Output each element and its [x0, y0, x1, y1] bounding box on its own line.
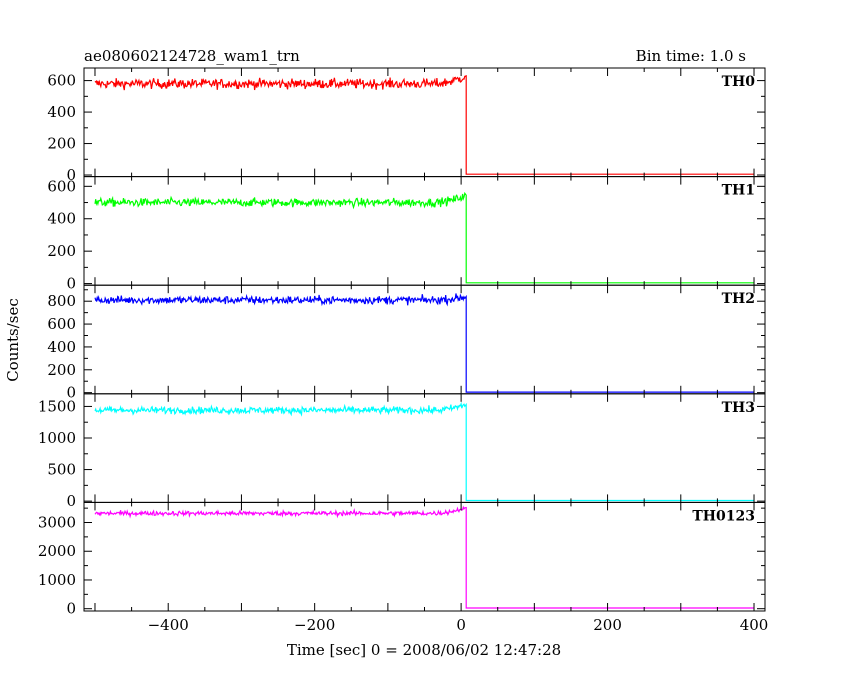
y-tick-label: 200: [47, 361, 76, 379]
series-line-th0: [94, 75, 754, 175]
y-tick-label: 500: [47, 461, 76, 479]
panel-frame: [83, 176, 766, 286]
x-tick-label: 400: [740, 616, 769, 634]
y-tick-label: 0: [66, 600, 76, 618]
panel-th3: 0 500 1000 1500 TH3: [38, 393, 766, 510]
panel-th2: 0 200 400 600 800 TH2: [47, 284, 766, 402]
y-tick-label: 600: [47, 315, 76, 333]
y-tick-label: 3000: [38, 514, 76, 532]
y-tick-label: 400: [47, 210, 76, 228]
y-tick-label: 600: [47, 177, 76, 195]
panel-label: TH2: [722, 291, 755, 307]
x-tick-label: 0: [456, 616, 466, 634]
y-tick-label: 0: [66, 275, 76, 293]
chart-title: ae080602124728_wam1_trn: [84, 47, 300, 65]
panel-th1: 0 200 400 600 TH1: [47, 176, 766, 293]
series-line-th1: [94, 191, 754, 284]
y-tick-label: 0: [66, 492, 76, 510]
panel-label: TH3: [722, 400, 755, 416]
panel-label: TH0123: [692, 508, 755, 524]
y-tick-label: 0: [66, 384, 76, 402]
panel-th0123: 0 1000 2000 3000 TH0123: [38, 501, 766, 618]
x-axis-label: Time [sec] 0 = 2008/06/02 12:47:28: [287, 641, 561, 659]
panel-frame: [83, 501, 766, 612]
series-line-th2: [94, 293, 754, 393]
x-tick-label: −400: [148, 616, 189, 634]
y-tick-label: 400: [47, 103, 76, 121]
y-tick-label: 200: [47, 135, 76, 153]
panel-th0: 0 200 400 600 TH0: [47, 67, 766, 184]
y-tick-label: 2000: [38, 542, 76, 560]
y-tick-label: 600: [47, 72, 76, 90]
series-line-th3: [94, 401, 754, 502]
series-line-th0123: [94, 505, 754, 609]
x-tick-label: 200: [593, 616, 622, 634]
y-tick-label: 1000: [38, 571, 76, 589]
panel-label: TH0: [722, 74, 756, 90]
y-tick-label: 800: [47, 292, 76, 310]
y-axis-label: Counts/sec: [4, 298, 22, 382]
bin-time-label: Bin time: 1.0 s: [636, 47, 746, 65]
x-tick-label: −200: [294, 616, 335, 634]
y-tick-label: 1000: [38, 429, 76, 447]
y-tick-label: 200: [47, 242, 76, 260]
panels-group: 0 200 400 600 TH0 0 200 400 600 TH1 0 200 400 600 800 T…: [38, 67, 769, 634]
y-tick-label: 0: [66, 166, 76, 184]
y-tick-label: 400: [47, 338, 76, 356]
panel-label: TH1: [722, 183, 755, 199]
y-tick-label: 1500: [38, 397, 76, 415]
